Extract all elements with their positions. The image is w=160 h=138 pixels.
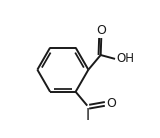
Text: OH: OH — [116, 52, 134, 65]
Text: O: O — [106, 97, 116, 110]
Text: I: I — [86, 108, 90, 123]
Text: O: O — [96, 24, 106, 37]
